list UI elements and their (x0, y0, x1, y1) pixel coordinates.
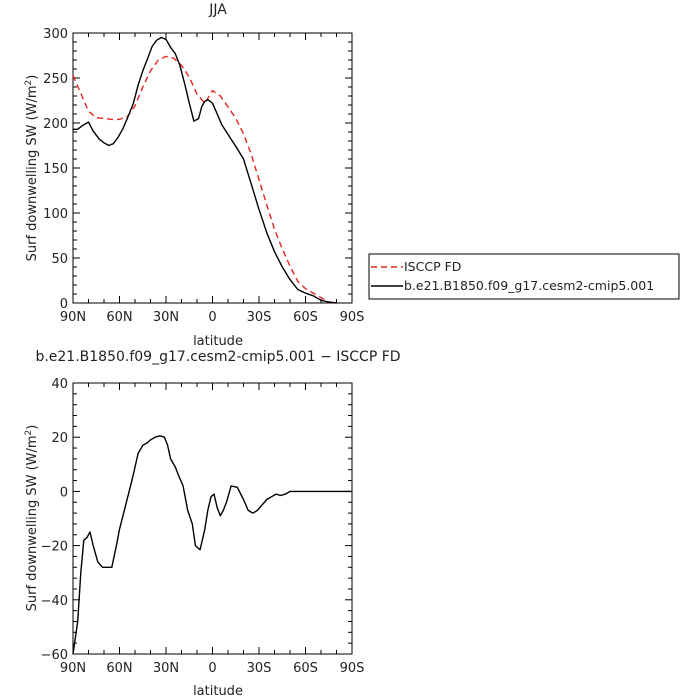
bottom-y-axis-label: Surf downwelling SW (W/m2) (24, 425, 40, 612)
bottom-y-tick-label: −60 (41, 648, 68, 663)
top-y-tick-label: 0 (60, 297, 68, 312)
bottom-y-axis-label-base: Surf downwelling SW (W/m (25, 435, 40, 611)
top-x-tick-label: 60N (106, 310, 132, 325)
top-y-tick-label: 50 (51, 252, 68, 267)
top-plot-frame (72, 32, 353, 304)
top-series-line-1 (73, 36, 337, 304)
bottom-y-axis-label-sup: 2 (24, 430, 34, 436)
bottom-x-tick-label: 90N (60, 661, 86, 676)
bottom-x-tick-label: 30N (153, 661, 179, 676)
bottom-x-tick-label: 60N (106, 661, 132, 676)
bottom-x-tick-label: 90S (340, 661, 365, 676)
top-series-line-0 (72, 55, 337, 304)
bottom-plot-frame (72, 382, 353, 655)
bottom-panel: b.e21.B1850.f09_g17.cesm2-cmip5.001 − IS… (24, 349, 401, 699)
top-panel: JJA 90N 60N 30N 0 30S 60S 90S 0 50 100 150 200 250 30… (24, 2, 364, 349)
legend-label-isccp: ISCCP FD (404, 259, 461, 274)
top-y-tick-label: 250 (43, 72, 68, 87)
bottom-series-line-0 (72, 435, 352, 655)
bottom-y-tick-label: 20 (51, 431, 68, 446)
bottom-x-axis-label: latitude (193, 684, 243, 699)
bottom-title: b.e21.B1850.f09_g17.cesm2-cmip5.001 − IS… (35, 349, 400, 365)
bottom-y-tick-label: −40 (41, 594, 68, 609)
legend-label-model: b.e21.B1850.f09_g17.cesm2-cmip5.001 (404, 278, 654, 293)
top-y-axis-label-end: ) (25, 75, 40, 80)
top-y-tick-label: 300 (43, 27, 68, 42)
bottom-x-tick-label: 60S (293, 661, 318, 676)
bottom-x-tick-label: 0 (208, 661, 216, 676)
top-x-axis-label: latitude (193, 334, 243, 349)
top-y-axis-label: Surf downwelling SW (W/m2) (24, 75, 40, 262)
bottom-x-tick-label: 30S (247, 661, 272, 676)
top-title: JJA (208, 2, 227, 18)
bottom-y-tick-label: 0 (60, 485, 68, 500)
top-x-tick-label: 30N (153, 310, 179, 325)
legend-box (368, 253, 680, 300)
top-y-tick-label: 150 (43, 162, 68, 177)
top-y-tick-label: 200 (43, 117, 68, 132)
bottom-series-lines (72, 435, 352, 655)
bottom-y-axis-label-end: ) (25, 425, 40, 430)
top-x-tick-label: 30S (247, 310, 272, 325)
legend: ISCCP FD b.e21.B1850.f09_g17.cesm2-cmip5… (368, 253, 680, 300)
top-x-tick-label: 60S (293, 310, 318, 325)
top-y-axis-label-sup: 2 (24, 80, 34, 86)
top-x-tick-label: 90S (340, 310, 365, 325)
top-x-tick-label: 90N (60, 310, 86, 325)
bottom-y-tick-label: −20 (41, 540, 68, 555)
bottom-y-tick-label: 40 (51, 377, 68, 392)
top-series-lines (72, 36, 337, 304)
bottom-ticks: 90N 60N 30N 0 30S 60S 90S −60 −40 −20 0 20 40 (41, 377, 365, 676)
top-ticks: 90N 60N 30N 0 30S 60S 90S 0 50 100 150 200 250 300 (43, 27, 364, 325)
top-y-tick-label: 100 (43, 207, 68, 222)
top-x-tick-label: 0 (208, 310, 216, 325)
top-y-axis-label-base: Surf downwelling SW (W/m (25, 85, 40, 261)
